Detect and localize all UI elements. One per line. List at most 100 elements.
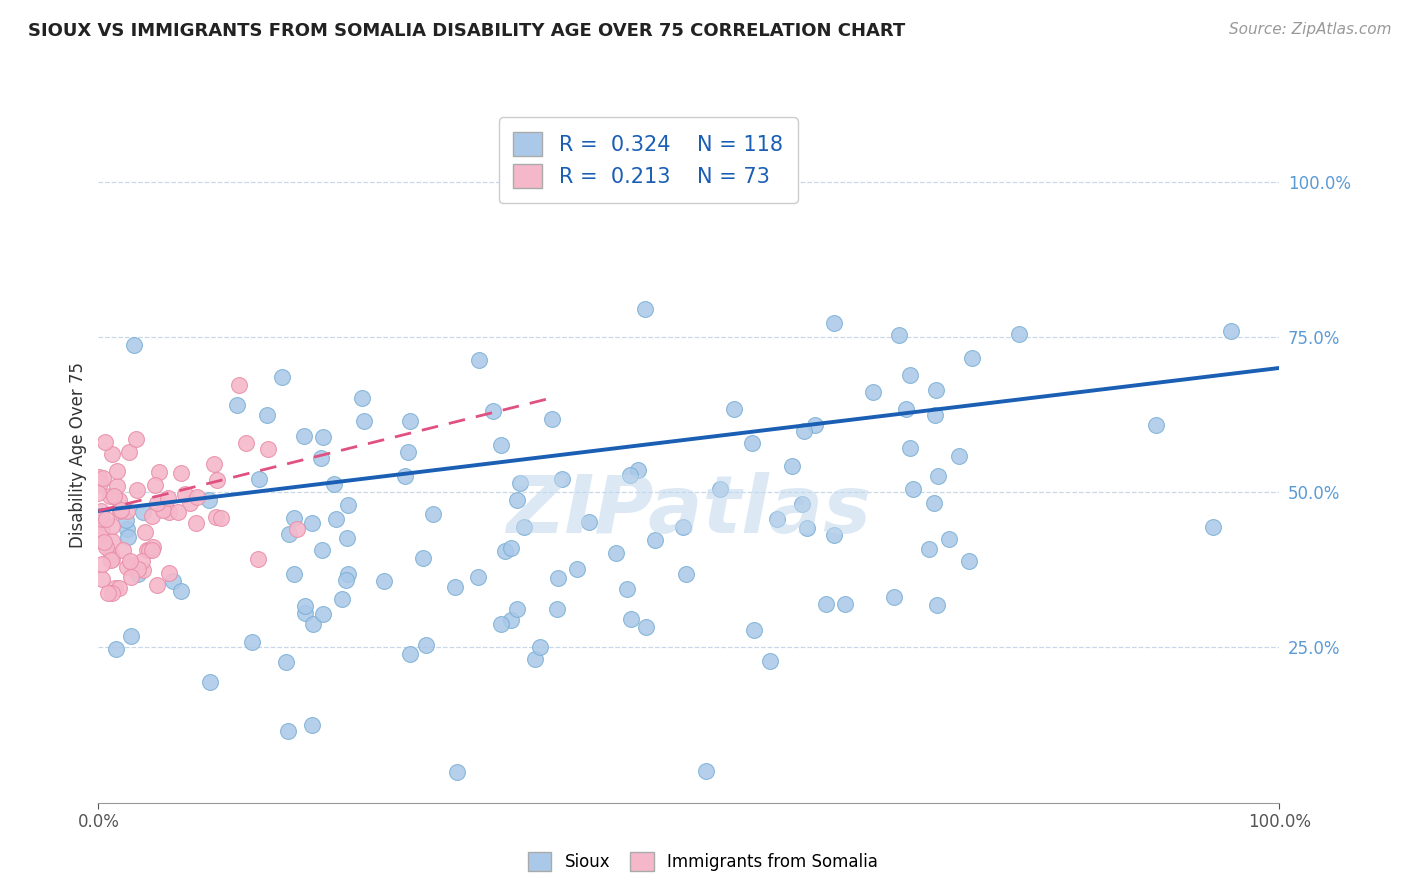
Point: [918, 541, 941, 556]
Point: [228, 378, 250, 392]
Point: [159, 566, 181, 581]
Point: [169, 466, 191, 480]
Point: [226, 398, 249, 412]
Point: [285, 522, 308, 536]
Point: [627, 463, 650, 477]
Point: [373, 574, 395, 588]
Text: Source: ZipAtlas.com: Source: ZipAtlas.com: [1229, 22, 1392, 37]
Point: [336, 531, 359, 545]
Point: [100, 547, 122, 561]
Point: [166, 505, 188, 519]
Point: [100, 447, 122, 461]
Point: [94, 434, 117, 449]
Point: [546, 601, 568, 615]
Point: [311, 543, 333, 558]
Point: [186, 490, 208, 504]
Point: [675, 567, 697, 582]
Point: [541, 412, 564, 426]
Point: [1144, 418, 1167, 433]
Point: [803, 418, 825, 433]
Point: [118, 444, 141, 458]
Point: [142, 540, 165, 554]
Point: [105, 642, 128, 657]
Point: [565, 562, 588, 576]
Point: [336, 498, 359, 512]
Point: [115, 504, 138, 518]
Point: [148, 466, 170, 480]
Point: [422, 507, 444, 521]
Point: [399, 414, 422, 428]
Point: [256, 409, 278, 423]
Point: [91, 558, 114, 572]
Point: [862, 384, 884, 399]
Point: [489, 438, 512, 452]
Point: [695, 764, 717, 778]
Point: [398, 648, 420, 662]
Point: [957, 554, 980, 568]
Point: [489, 616, 512, 631]
Point: [132, 505, 155, 519]
Point: [335, 573, 357, 587]
Point: [620, 611, 643, 625]
Point: [97, 586, 120, 600]
Point: [179, 496, 201, 510]
Point: [506, 602, 529, 616]
Point: [330, 592, 353, 607]
Point: [616, 582, 638, 596]
Point: [323, 476, 346, 491]
Point: [169, 583, 191, 598]
Point: [125, 483, 148, 498]
Point: [186, 516, 208, 530]
Point: [247, 472, 270, 486]
Point: [205, 509, 228, 524]
Point: [793, 424, 815, 438]
Point: [1202, 519, 1225, 533]
Point: [122, 338, 145, 352]
Point: [271, 370, 294, 384]
Point: [174, 487, 197, 501]
Point: [127, 566, 149, 581]
Point: [146, 578, 169, 592]
Legend: R =  0.324    N = 118, R =  0.213    N = 73: R = 0.324 N = 118, R = 0.213 N = 73: [499, 118, 797, 203]
Point: [198, 493, 221, 508]
Point: [292, 429, 315, 443]
Point: [205, 473, 228, 487]
Point: [242, 635, 264, 649]
Point: [925, 598, 948, 612]
Point: [135, 543, 157, 558]
Point: [823, 528, 845, 542]
Point: [283, 567, 305, 582]
Text: ZIPatlas: ZIPatlas: [506, 472, 872, 549]
Point: [415, 638, 437, 652]
Point: [157, 491, 180, 505]
Point: [759, 654, 782, 668]
Point: [257, 442, 280, 456]
Point: [96, 541, 118, 555]
Point: [157, 505, 180, 519]
Point: [111, 542, 134, 557]
Point: [894, 402, 917, 417]
Point: [117, 522, 139, 536]
Point: [93, 535, 115, 549]
Point: [235, 436, 257, 450]
Point: [336, 567, 359, 582]
Point: [823, 316, 845, 330]
Point: [834, 597, 856, 611]
Point: [152, 502, 174, 516]
Point: [634, 301, 657, 316]
Point: [619, 468, 641, 483]
Point: [117, 559, 139, 574]
Point: [672, 519, 695, 533]
Point: [796, 521, 818, 535]
Point: [446, 764, 468, 779]
Point: [898, 368, 921, 383]
Point: [636, 620, 658, 634]
Point: [110, 503, 132, 517]
Point: [723, 402, 745, 417]
Point: [125, 432, 148, 446]
Point: [104, 581, 127, 595]
Point: [301, 616, 323, 631]
Point: [91, 523, 114, 537]
Point: [131, 554, 153, 568]
Point: [277, 527, 299, 541]
